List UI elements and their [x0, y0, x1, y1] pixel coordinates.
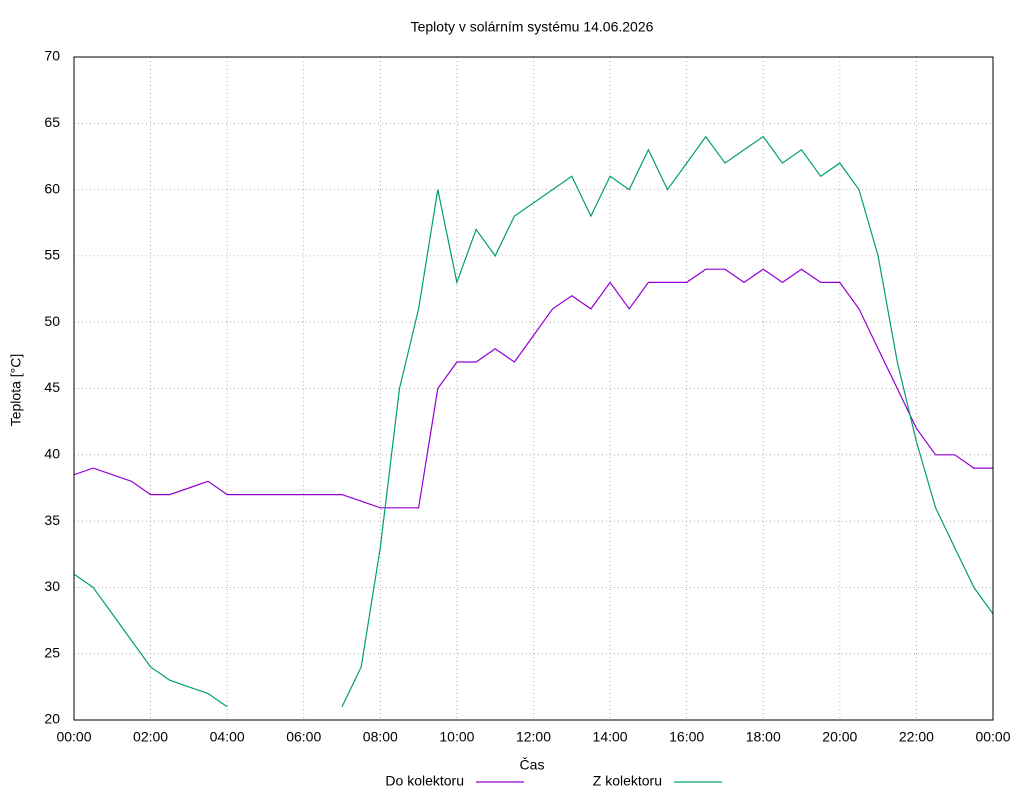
- chart-title: Teploty v solárním systému 14.06.2026: [411, 19, 654, 35]
- y-axis-label: Teplota [°C]: [8, 354, 24, 427]
- y-tick-label: 40: [44, 446, 60, 462]
- legend-label: Z kolektoru: [593, 773, 662, 789]
- x-tick-label: 18:00: [746, 729, 781, 745]
- x-tick-label: 20:00: [822, 729, 857, 745]
- x-tick-label: 14:00: [593, 729, 628, 745]
- x-tick-label: 12:00: [516, 729, 551, 745]
- x-axis-label: Čas: [520, 757, 545, 773]
- y-tick-label: 30: [44, 578, 60, 594]
- y-tick-label: 60: [44, 180, 60, 196]
- y-tick-label: 25: [44, 644, 60, 660]
- plot-frame: [73, 56, 994, 721]
- x-tick-label: 10:00: [439, 729, 474, 745]
- series-line: [74, 135, 993, 708]
- y-tick-label: 50: [44, 313, 60, 329]
- legend: Do kolektoru Z kolektoru: [385, 773, 722, 789]
- legend-label: Do kolektoru: [385, 773, 464, 789]
- x-tick-label: 02:00: [133, 729, 168, 745]
- x-tick-label: 22:00: [899, 729, 934, 745]
- x-tick-label: 06:00: [286, 729, 321, 745]
- y-tick-label: 65: [44, 114, 60, 130]
- x-tick-label: 00:00: [56, 729, 91, 745]
- y-tick-label: 70: [44, 48, 60, 64]
- x-tick-label: 08:00: [363, 729, 398, 745]
- x-tick-label: 00:00: [975, 729, 1010, 745]
- x-tick-label: 04:00: [210, 729, 245, 745]
- y-tick-label: 35: [44, 512, 60, 528]
- y-tick-label: 20: [44, 711, 60, 727]
- y-tick-label: 45: [44, 379, 60, 395]
- grid: [73, 56, 994, 721]
- x-tick-label: 16:00: [669, 729, 704, 745]
- plot-area: [74, 135, 993, 708]
- series-line: [74, 268, 993, 509]
- y-tick-label: 55: [44, 247, 60, 263]
